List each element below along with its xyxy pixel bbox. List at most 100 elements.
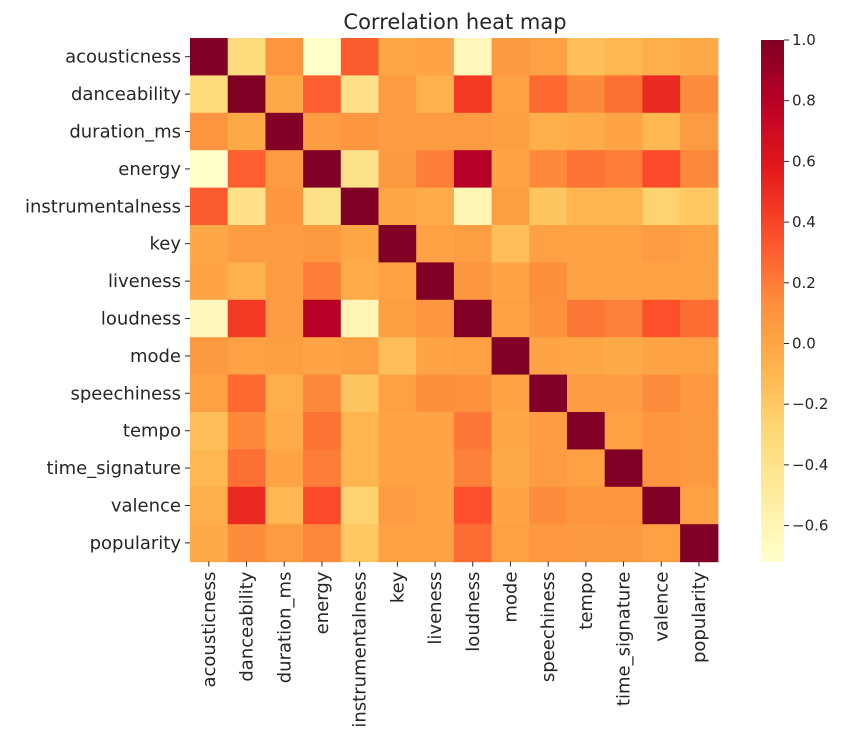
heatmap-cell-speechiness-key (378, 374, 417, 413)
heatmap-cell-liveness-instrumentalness (340, 262, 380, 301)
column-label-liveness: liveness (425, 572, 446, 645)
heatmap-cell-instrumentalness-duration_ms (265, 187, 304, 226)
heatmap-cell-loudness-time_signature (604, 299, 643, 338)
column-label-key: key (387, 571, 408, 603)
heatmap-cell-time_signature-popularity (680, 449, 719, 488)
heatmap-cell-danceability-duration_ms (265, 75, 304, 114)
heatmap-cell-mode-mode (491, 337, 530, 376)
row-label-energy: energy (118, 159, 181, 180)
heatmap-cell-liveness-key (378, 262, 417, 301)
heatmap-cell-liveness-duration_ms (265, 262, 304, 301)
heatmap-cell-popularity-popularity (680, 524, 719, 563)
heatmap-cell-duration_ms-mode (491, 112, 530, 151)
heatmap-cell-time_signature-instrumentalness (340, 449, 380, 488)
heatmap-cell-danceability-key (378, 75, 417, 114)
heatmap-cell-speechiness-tempo (567, 374, 606, 413)
row-label-acousticness: acousticness (65, 47, 181, 68)
heatmap-cell-time_signature-acousticness (190, 449, 229, 488)
heatmap-cell-mode-acousticness (190, 337, 229, 376)
heatmap-cell-time_signature-time_signature (604, 449, 643, 488)
column-label-time_signature: time_signature (614, 572, 635, 706)
heatmap-cell-instrumentalness-speechiness (529, 187, 568, 226)
row-label-mode: mode (130, 346, 181, 367)
row-labels: acousticness danceability duration_msenerg… (25, 47, 190, 554)
row-label-tempo: tempo (123, 421, 181, 442)
heatmap-cell-instrumentalness-popularity (680, 187, 719, 226)
heatmap-cell-liveness-liveness (416, 262, 455, 301)
heatmap-cell-key-time_signature (604, 225, 643, 263)
heatmap-cell-valence-key (378, 486, 417, 525)
row-label-speechiness: speechiness (71, 383, 182, 404)
heatmap-cell-instrumentalness-valence (642, 187, 681, 226)
heatmap-cell-instrumentalness-time_signature (604, 187, 643, 226)
heatmap-cell-loudness-duration_ms (265, 299, 304, 338)
heatmap-cell-instrumentalness-danceability (227, 187, 266, 226)
heatmap-cell-liveness-danceability (227, 262, 266, 301)
heatmap-cell-liveness-loudness (453, 262, 493, 301)
heatmap-cell-energy-tempo (567, 150, 606, 189)
heatmap-cell-tempo-liveness (416, 412, 455, 450)
heatmap-cell-mode-energy (303, 337, 342, 376)
column-label-duration_ms: duration_ms (274, 572, 295, 684)
heatmap-cell-duration_ms-time_signature (604, 112, 643, 151)
heatmap-cell-mode-danceability (227, 337, 266, 376)
heatmap-cell-mode-valence (642, 337, 681, 376)
heatmap-cell-energy-key (378, 150, 417, 189)
heatmap-cell-acousticness-energy (303, 38, 342, 76)
heatmap-cell-energy-acousticness (190, 150, 229, 189)
heatmap-cell-speechiness-popularity (680, 374, 719, 413)
heatmap-cell-mode-key (378, 337, 417, 376)
heatmap-cell-popularity-duration_ms (265, 524, 304, 563)
heatmap-cell-instrumentalness-acousticness (190, 187, 229, 226)
heatmap-cell-valence-speechiness (529, 486, 568, 525)
heatmap-cell-duration_ms-duration_ms (265, 112, 304, 151)
column-label-danceability: danceability (237, 571, 258, 681)
heatmap-cell-energy-energy (303, 150, 342, 189)
heatmap-cell-tempo-tempo (567, 412, 606, 450)
heatmap-cell-valence-duration_ms (265, 486, 304, 525)
heatmap-cell-liveness-popularity (680, 262, 719, 301)
heatmap-cell-time_signature-energy (303, 449, 342, 488)
heatmap-cell-loudness-speechiness (529, 299, 568, 338)
heatmap-cell-loudness-instrumentalness (340, 299, 380, 338)
heatmap-cell-duration_ms-danceability (227, 112, 266, 151)
heatmap-cell-time_signature-liveness (416, 449, 455, 488)
heatmap-cell-liveness-valence (642, 262, 681, 301)
column-labels: acousticness danceability duration_ms energ… (199, 561, 710, 728)
heatmap-cell-key-danceability (227, 225, 266, 263)
heatmap-cell-tempo-loudness (453, 412, 493, 450)
heatmap-cell-duration_ms-energy (303, 112, 342, 151)
heatmap-cell-valence-energy (303, 486, 342, 525)
heatmap-cell-valence-liveness (416, 486, 455, 525)
heatmap-cell-energy-danceability (227, 150, 266, 189)
heatmap-cell-time_signature-key (378, 449, 417, 488)
heatmap-cell-duration_ms-valence (642, 112, 681, 151)
heatmap-cell-speechiness-loudness (453, 374, 493, 413)
column-label-tempo: tempo (576, 572, 597, 630)
heatmap-cell-valence-instrumentalness (340, 486, 380, 525)
heatmap-cell-danceability-time_signature (604, 75, 643, 114)
heatmap-cell-loudness-energy (303, 299, 342, 338)
column-label-energy: energy (312, 571, 333, 634)
colorbar-tick-label: 0.2 (792, 274, 816, 292)
heatmap-cell-valence-mode (491, 486, 530, 525)
heatmap-cell-speechiness-time_signature (604, 374, 643, 413)
heatmap-cell-loudness-danceability (227, 299, 266, 338)
heatmap-cell-key-energy (303, 225, 342, 263)
column-label-instrumentalness: instrumentalness (350, 572, 371, 728)
heatmap-cell-instrumentalness-key (378, 187, 417, 226)
heatmap-cell-popularity-speechiness (529, 524, 568, 563)
heatmap-cell-mode-popularity (680, 337, 719, 376)
row-label-loudness: loudness (101, 309, 181, 330)
heatmap-cell-popularity-danceability (227, 524, 266, 563)
heatmap-cell-tempo-energy (303, 412, 342, 450)
heatmap-cell-key-tempo (567, 225, 606, 263)
heatmap-cell-acousticness-valence (642, 38, 681, 76)
heatmap-cell-key-loudness (453, 225, 493, 263)
heatmap-cell-liveness-energy (303, 262, 342, 301)
colorbar (761, 40, 784, 562)
heatmap-cell-speechiness-instrumentalness (340, 374, 380, 413)
heatmap-cell-popularity-time_signature (604, 524, 643, 563)
row-label-time_signature: time_signature (47, 458, 181, 479)
heatmap-cell-key-popularity (680, 225, 719, 263)
